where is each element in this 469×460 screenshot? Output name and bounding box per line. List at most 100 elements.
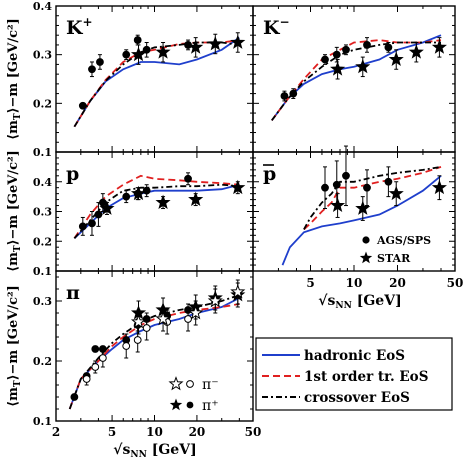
x-tick-label: 20 (189, 425, 206, 439)
data-point-circle (142, 324, 151, 332)
y-tick-label: 0.3 (33, 206, 52, 219)
data-point-circle (384, 177, 393, 186)
data-point-star (155, 44, 171, 59)
x-tick-label: 50 (245, 425, 262, 439)
y-tick-label: 0.4 (33, 176, 52, 189)
data-point-circle (78, 101, 87, 110)
series-line (303, 166, 442, 230)
data-point-circle (82, 375, 91, 383)
x-tick-label: 10 (346, 276, 363, 290)
data-point-circle (122, 342, 131, 350)
y-tick-label: 0.4 (33, 0, 52, 13)
data-point-star (188, 305, 204, 320)
series-line (271, 39, 442, 121)
data-point-star (155, 194, 171, 209)
panel-p: 0.1 0.2 0.3 0.4 p (33, 151, 254, 278)
data-point-circle (78, 222, 87, 231)
data-point-circle (321, 183, 329, 192)
panel-frame (55, 151, 254, 272)
data-point-circle (88, 65, 96, 74)
legend-label: AGS/SPS (376, 234, 431, 247)
y-tick-label: 0.2 (33, 97, 52, 110)
legend-marker-circle (362, 236, 370, 244)
data-point-star (207, 293, 223, 308)
series-line (73, 36, 240, 128)
data-point-star (388, 51, 404, 66)
data-point-star (355, 200, 371, 215)
legend-label: π⁺ (202, 398, 219, 414)
y-tick-label: 0.3 (33, 49, 52, 62)
panel-pi: 0.1 0.2 0.3 π π⁻ π⁺ (33, 270, 254, 428)
panel-kplus: 0.1 0.2 0.3 0.4 K+ (33, 0, 254, 159)
marker-legend: AGS/SPS STAR (359, 234, 431, 265)
data-point-circle (289, 89, 298, 98)
data-point-circle (332, 50, 341, 59)
legend-marker-star (359, 251, 373, 264)
panel-frame (252, 151, 456, 272)
model-legend: hadronic EoS 1st order tr. EoS crossover E… (255, 337, 453, 411)
data-point-circle (98, 354, 107, 362)
x-tick-label: 5 (306, 276, 314, 290)
legend-label: π⁻ (202, 377, 219, 393)
data-point-star (355, 58, 371, 74)
legend-label: 1st order tr. EoS (304, 369, 428, 385)
data-point-circle (94, 210, 103, 219)
series-line (303, 166, 442, 231)
data-point-star (431, 179, 447, 195)
x-tick-label: 20 (389, 276, 406, 290)
data-point-circle (122, 50, 131, 59)
data-point-star (330, 61, 346, 76)
panel-label: p (263, 163, 276, 185)
data-point-star (408, 44, 424, 59)
data-point-star (188, 39, 204, 54)
data-point-circle (184, 174, 192, 183)
data-point-circle (332, 180, 341, 189)
series-line (68, 303, 240, 410)
panel-kminus: K− (252, 5, 456, 153)
data-point-star (230, 34, 246, 49)
data-point-star (207, 36, 223, 51)
data-point-star (388, 185, 404, 201)
data-point-circle (88, 219, 96, 228)
data-point-star (130, 185, 147, 201)
x-axis-label: √sNN [GeV] (318, 293, 401, 311)
data-point-circle (321, 55, 329, 64)
data-point-circle (96, 58, 104, 66)
y-axis-label: ⟨mT⟩−m [GeV/c²] (6, 285, 23, 407)
x-axis-label: √sNN [GeV] (113, 442, 196, 460)
data-point-star (330, 197, 346, 212)
y-tick-label: 0.1 (33, 265, 52, 278)
panel-pbar: p AGS/SPS STAR (252, 145, 456, 272)
data-point-circle (122, 192, 131, 201)
data-point-circle (280, 92, 289, 100)
data-point-circle (133, 336, 142, 344)
series-line (73, 174, 240, 239)
data-point-circle (363, 183, 371, 192)
data-point-star (155, 311, 171, 326)
x-tick-label: 50 (447, 276, 464, 290)
data-point-circle (384, 43, 393, 52)
y-tick-label: 0.2 (33, 355, 52, 368)
panel-frame (55, 270, 254, 422)
series-line (281, 175, 442, 266)
y-tick-label: 0.2 (33, 235, 52, 248)
data-point-circle (91, 363, 100, 371)
panel-label: K+ (66, 15, 93, 39)
data-point-star (230, 284, 246, 299)
legend-marker-circle (186, 401, 194, 409)
data-point-star (431, 39, 447, 54)
data-point-circle (363, 41, 371, 49)
y-tick-label: 0.1 (33, 146, 52, 159)
x-tick-label: 5 (108, 425, 116, 439)
legend-label: STAR (377, 252, 411, 265)
y-axis-label: ⟨mT⟩−m [GeV/c²] (6, 150, 23, 272)
data-point-circle (142, 45, 151, 54)
x-tick-label: 2 (52, 425, 60, 439)
legend-marker-circle-open (186, 380, 194, 388)
legend-label: crossover EoS (304, 390, 410, 406)
data-point-star (130, 46, 147, 62)
data-point-circle (184, 315, 192, 323)
legend-box (255, 337, 453, 411)
legend-label: hadronic EoS (304, 348, 405, 364)
